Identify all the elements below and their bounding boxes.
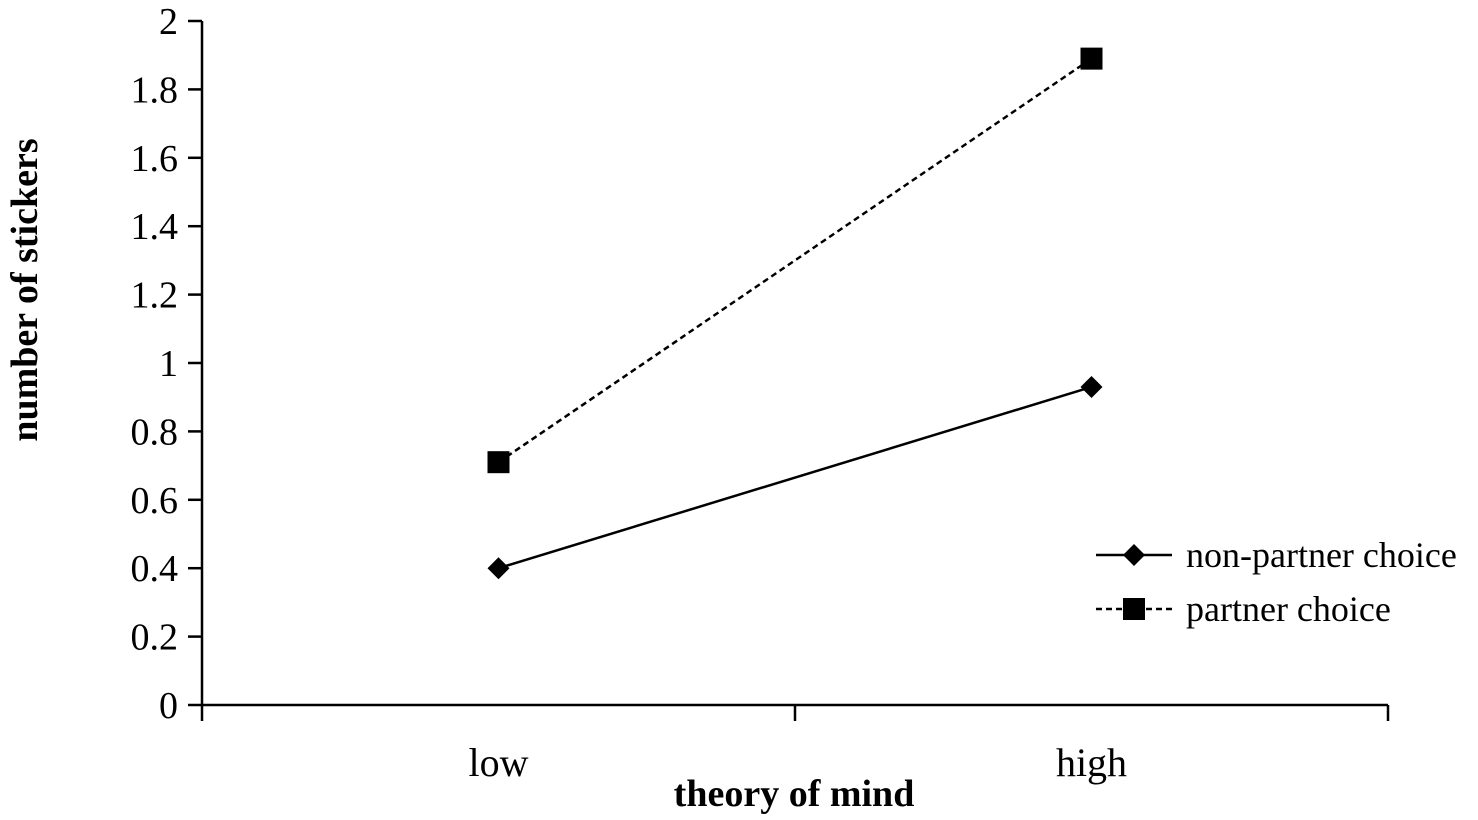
- legend-label: partner choice: [1186, 589, 1391, 629]
- y-axis-title: number of stickers: [4, 138, 46, 441]
- x-tick-label: high: [1056, 740, 1127, 785]
- y-tick-label: 1.6: [131, 138, 179, 180]
- y-tick-label: 1.2: [131, 275, 179, 317]
- y-tick-label: 0.8: [131, 411, 179, 453]
- legend-item: partner choice: [1096, 589, 1391, 629]
- series-partner-choice: [487, 47, 1103, 474]
- y-tick-label: 0: [159, 685, 178, 727]
- legend-item: non-partner choice: [1096, 535, 1457, 575]
- x-axis: low high: [200, 703, 1390, 785]
- series-layer: [487, 47, 1103, 580]
- y-axis: 0 0.2 0.4 0.6 0.8 1 1.2 1.4 1.6 1.8 2: [131, 1, 204, 727]
- legend-label: non-partner choice: [1186, 535, 1457, 575]
- series-line: [497, 57, 1093, 464]
- data-point-diamond: [1080, 375, 1103, 398]
- y-tick-label: 2: [159, 1, 178, 43]
- series-line: [498, 385, 1092, 570]
- legend: non-partner choice partner choice: [1096, 535, 1457, 629]
- y-tick-label: 1.4: [131, 206, 179, 248]
- y-tick-label: 0.2: [131, 617, 179, 659]
- legend-marker: [1123, 544, 1145, 566]
- y-tick-label: 1.8: [131, 69, 179, 111]
- legend-marker: [1123, 598, 1145, 620]
- y-tick-label: 0.4: [131, 548, 179, 590]
- y-tick-label: 1: [159, 343, 178, 385]
- x-axis-title: theory of mind: [674, 773, 915, 815]
- y-tick-label: 0.6: [131, 480, 179, 522]
- data-point-square: [487, 451, 510, 474]
- series-non-partner-choice: [487, 375, 1103, 580]
- data-point-diamond: [487, 557, 510, 580]
- x-tick-label: low: [469, 740, 529, 785]
- data-point-square: [1080, 47, 1103, 70]
